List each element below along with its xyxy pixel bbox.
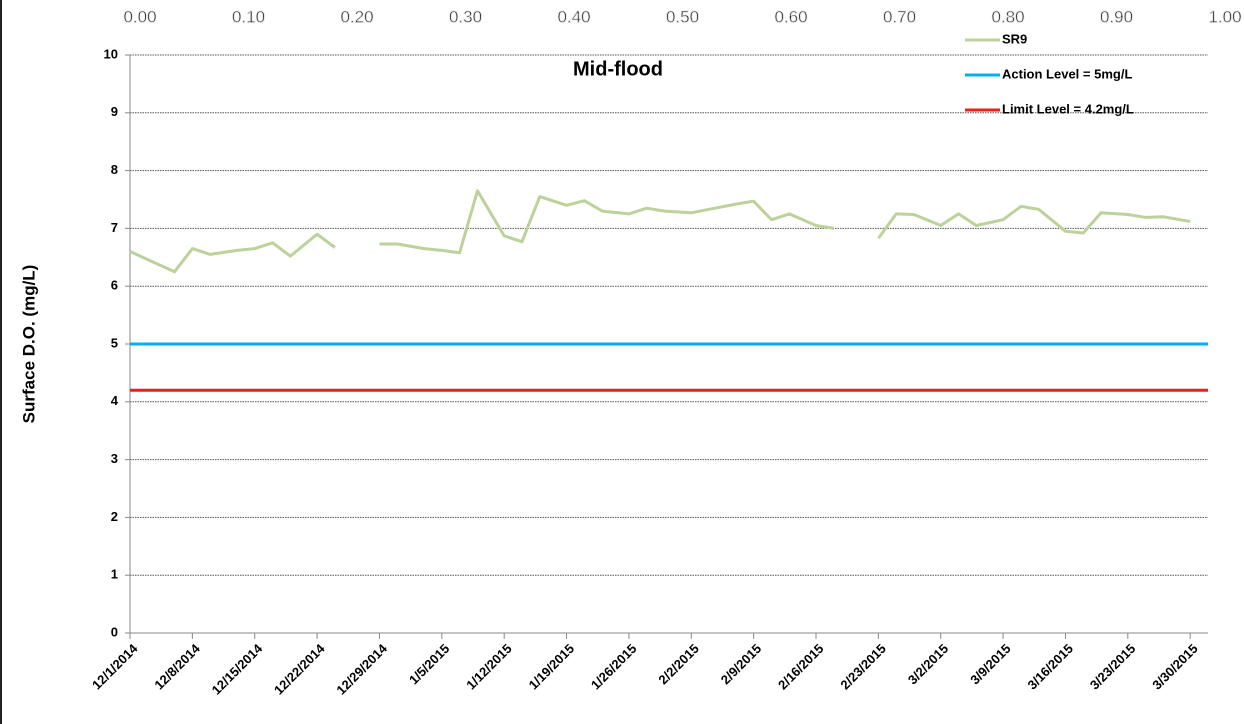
chart-title: Mid-flood bbox=[573, 58, 663, 80]
x2-tick-label: 0.60 bbox=[774, 7, 807, 26]
x2-tick-label: 0.50 bbox=[666, 7, 699, 26]
y-tick-label: 9 bbox=[111, 104, 118, 119]
y-tick-label: 8 bbox=[111, 162, 118, 177]
y-tick-label: 6 bbox=[111, 278, 118, 293]
y-tick-label: 0 bbox=[111, 624, 118, 639]
data-line bbox=[129, 189, 1191, 274]
y-tick-label: 4 bbox=[111, 393, 119, 408]
x2-tick-label: 0.20 bbox=[340, 7, 373, 26]
y-tick-label: 7 bbox=[111, 220, 118, 235]
x2-tick-label: 1.00 bbox=[1208, 7, 1241, 26]
x2-tick-label: 0.00 bbox=[123, 7, 156, 26]
y-tick-label: 10 bbox=[104, 46, 118, 61]
y-axis-label: Surface D.O. (mg/L) bbox=[19, 265, 38, 424]
y-tick-label: 1 bbox=[111, 567, 118, 582]
x2-tick-label: 0.40 bbox=[557, 7, 590, 26]
y-tick-label: 5 bbox=[111, 335, 118, 350]
legend-label: Limit Level = 4.2mg/L bbox=[1002, 101, 1134, 116]
x2-tick-label: 0.80 bbox=[991, 7, 1024, 26]
x2-tick-label: 0.10 bbox=[232, 7, 265, 26]
x2-tick-label: 0.70 bbox=[883, 7, 916, 26]
legend-label: SR9 bbox=[1002, 31, 1027, 46]
x2-tick-label: 0.30 bbox=[449, 7, 482, 26]
legend-label: Action Level = 5mg/L bbox=[1002, 66, 1132, 81]
y-tick-label: 3 bbox=[111, 451, 118, 466]
y-tick-label: 2 bbox=[111, 509, 118, 524]
x2-tick-label: 0.90 bbox=[1100, 7, 1133, 26]
